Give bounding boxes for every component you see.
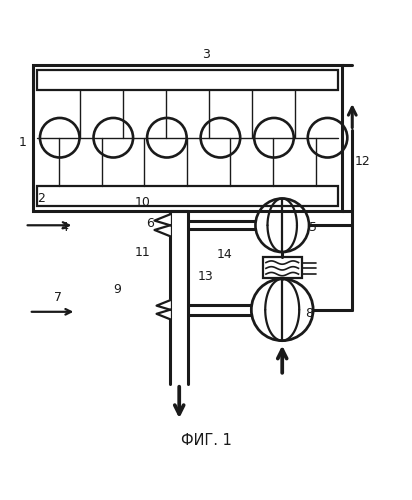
Text: 8: 8 [305,308,313,320]
Text: 11: 11 [134,246,150,258]
Text: 1: 1 [19,136,27,149]
Text: 7: 7 [54,291,62,304]
Text: 4: 4 [60,221,68,234]
Text: 6: 6 [146,216,154,230]
Text: 13: 13 [198,270,214,283]
Text: 12: 12 [355,155,370,168]
Polygon shape [157,310,170,320]
Text: ФИГ. 1: ФИГ. 1 [180,433,232,448]
Bar [37,70,338,90]
Bar [263,257,302,278]
Text: 2: 2 [37,192,45,205]
Text: 9: 9 [113,282,122,296]
Polygon shape [157,300,170,310]
Polygon shape [154,226,170,236]
Bar [37,186,338,206]
Bar [33,64,342,211]
Text: 14: 14 [217,248,232,260]
Text: 10: 10 [134,196,150,209]
Text: 3: 3 [202,48,210,61]
Text: 5: 5 [309,221,317,234]
Polygon shape [154,214,170,226]
